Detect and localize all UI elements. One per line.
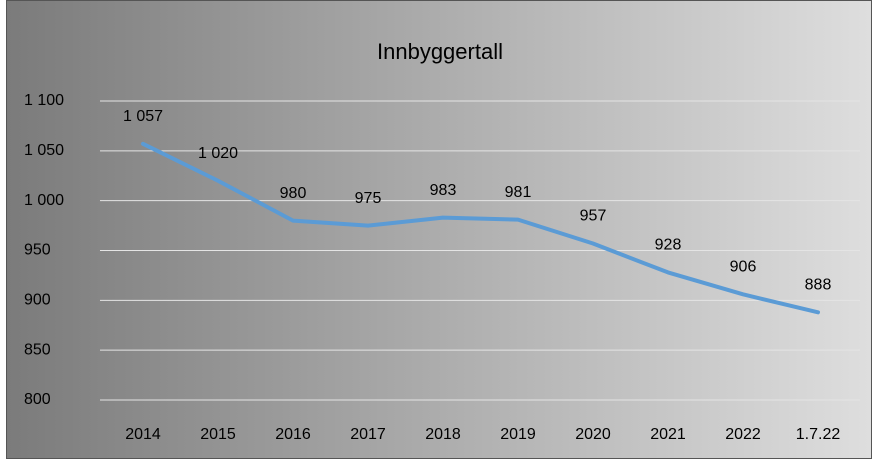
chart-title: Innbyggertall xyxy=(377,39,503,64)
x-tick-label: 2019 xyxy=(500,426,536,443)
x-tick-label: 2016 xyxy=(275,426,311,443)
data-label: 981 xyxy=(505,184,532,201)
y-tick-label: 1 050 xyxy=(24,142,64,159)
x-tick-label: 2014 xyxy=(125,426,161,443)
chart-background xyxy=(6,0,872,459)
data-label: 980 xyxy=(280,185,307,202)
x-tick-label: 2018 xyxy=(425,426,461,443)
data-label: 957 xyxy=(580,208,607,225)
y-tick-label: 1 100 xyxy=(24,92,64,109)
y-tick-label: 1 000 xyxy=(24,192,64,209)
x-tick-label: 2017 xyxy=(350,426,386,443)
data-label: 1 020 xyxy=(198,145,238,162)
x-tick-label: 2022 xyxy=(725,426,761,443)
x-tick-label: 2015 xyxy=(200,426,236,443)
data-label: 983 xyxy=(430,182,457,199)
data-label: 888 xyxy=(805,277,832,294)
y-tick-label: 800 xyxy=(24,391,51,408)
data-line xyxy=(141,141,820,315)
y-tick-label: 950 xyxy=(24,242,51,259)
y-tick-label: 900 xyxy=(24,292,51,309)
y-tick-label: 850 xyxy=(24,341,51,358)
x-tick-label: 2020 xyxy=(575,426,611,443)
data-label: 928 xyxy=(655,237,682,254)
data-label: 1 057 xyxy=(123,108,163,125)
data-label: 975 xyxy=(355,190,382,207)
x-tick-label: 2021 xyxy=(650,426,686,443)
data-label: 906 xyxy=(730,259,757,276)
x-tick-label: 1.7.22 xyxy=(796,426,841,443)
